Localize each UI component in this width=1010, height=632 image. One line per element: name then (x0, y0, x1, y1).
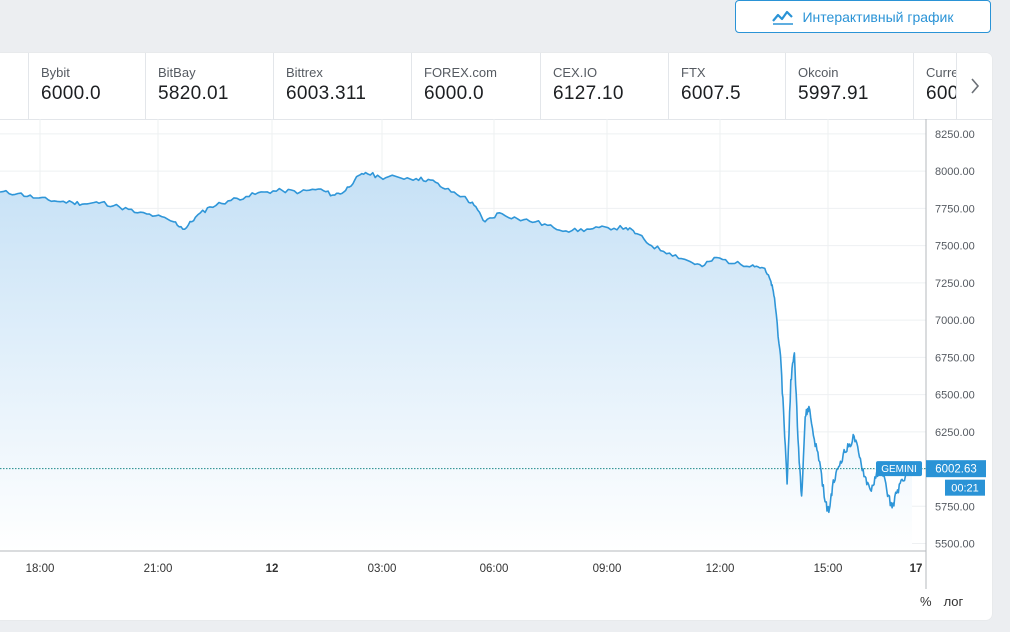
exchange-price: 6003.311 (286, 83, 367, 104)
ticker-next-button[interactable] (956, 53, 992, 119)
exchange-price: 6127.10 (553, 83, 624, 104)
exchange-name: Bybit (41, 65, 70, 80)
exchange-ticker-bar: Bybit 6000.0 BitBay 5820.01 Bittrex 6003… (0, 53, 992, 120)
exchange-price: 5997.91 (798, 83, 869, 104)
y-tick-label: 7250.00 (935, 278, 975, 290)
exchange-ticker-previous[interactable] (0, 53, 12, 119)
y-tick-label: 5750.00 (935, 501, 975, 513)
x-tick-label: 12:00 (706, 563, 735, 575)
exchange-ticker-bybit[interactable]: Bybit 6000.0 (28, 53, 130, 119)
price-chart[interactable]: 5500.005750.006000.006250.006500.006750.… (0, 119, 992, 589)
y-tick-label: 7750.00 (935, 203, 975, 215)
log-scale-toggle[interactable]: лог (943, 593, 964, 609)
exchange-price: 600 (926, 83, 959, 104)
x-tick-label: 06:00 (480, 563, 509, 575)
exchange-badge-label: GEMINI (881, 464, 917, 475)
exchange-ticker-bittrex[interactable]: Bittrex 6003.311 (273, 53, 397, 119)
exchange-name: Okcoin (798, 65, 839, 80)
last-price-badge (926, 460, 986, 478)
x-axis-ticks: 18:00 21:00 12 03:00 06:00 09:00 12:00 15:00 17 (26, 563, 923, 575)
x-tick-label: 15:00 (814, 563, 843, 575)
exchange-name: FOREX.com (424, 65, 497, 80)
interactive-chart-label: Интерактивный график (802, 8, 954, 25)
exchange-ticker-forex[interactable]: FOREX.com 6000.0 (411, 53, 525, 119)
exchange-badge (876, 461, 922, 477)
countdown-value: 00:21 (951, 483, 979, 495)
y-tick-label: 8000.00 (935, 166, 975, 178)
x-tick-label: 17 (910, 563, 923, 575)
exchange-name: Curre (926, 65, 959, 80)
x-tick-label: 09:00 (593, 563, 622, 575)
y-tick-label: 7500.00 (935, 241, 975, 253)
last-price-labels: GEMINI 6002.63 00:21 (876, 460, 986, 496)
exchange-ticker-ftx[interactable]: FTX 6007.5 (668, 53, 770, 119)
y-tick-label: 6250.00 (935, 427, 975, 439)
x-tick-label: 21:00 (144, 563, 173, 575)
exchange-ticker-cexio[interactable]: CEX.IO 6127.10 (540, 53, 654, 119)
percent-scale-toggle[interactable]: % (920, 593, 932, 609)
interactive-chart-button[interactable]: Интерактивный график (735, 0, 991, 33)
exchange-ticker-okcoin[interactable]: Okcoin 5997.91 (785, 53, 913, 119)
price-area (0, 172, 912, 551)
exchange-price: 6000.0 (41, 83, 101, 104)
x-tick-label: 03:00 (368, 563, 397, 575)
exchange-price: 6007.5 (681, 83, 741, 104)
exchange-ticker-bitbay[interactable]: BitBay 5820.01 (145, 53, 257, 119)
exchange-name: BitBay (158, 65, 196, 80)
exchange-name: FTX (681, 65, 706, 80)
y-tick-label: 8250.00 (935, 129, 975, 141)
chart-card: Bybit 6000.0 BitBay 5820.01 Bittrex 6003… (0, 53, 992, 620)
y-tick-label: 6750.00 (935, 352, 975, 364)
exchange-name: Bittrex (286, 65, 323, 80)
y-tick-label: 5500.00 (935, 539, 975, 551)
exchange-price: 6000.0 (424, 83, 484, 104)
line-chart-icon (772, 10, 794, 25)
x-tick-label: 12 (266, 563, 279, 575)
exchange-price: 5820.01 (158, 83, 229, 104)
exchange-name: CEX.IO (553, 65, 598, 80)
scale-controls: % лог (920, 589, 992, 613)
countdown-badge (945, 479, 985, 496)
chevron-right-icon (971, 78, 980, 94)
y-tick-label: 6500.00 (935, 390, 975, 402)
last-price-value: 6002.63 (935, 464, 977, 476)
exchange-ticker-partial[interactable]: Curre 600 (913, 53, 973, 119)
x-tick-label: 18:00 (26, 563, 55, 575)
y-tick-label: 7000.00 (935, 315, 975, 327)
